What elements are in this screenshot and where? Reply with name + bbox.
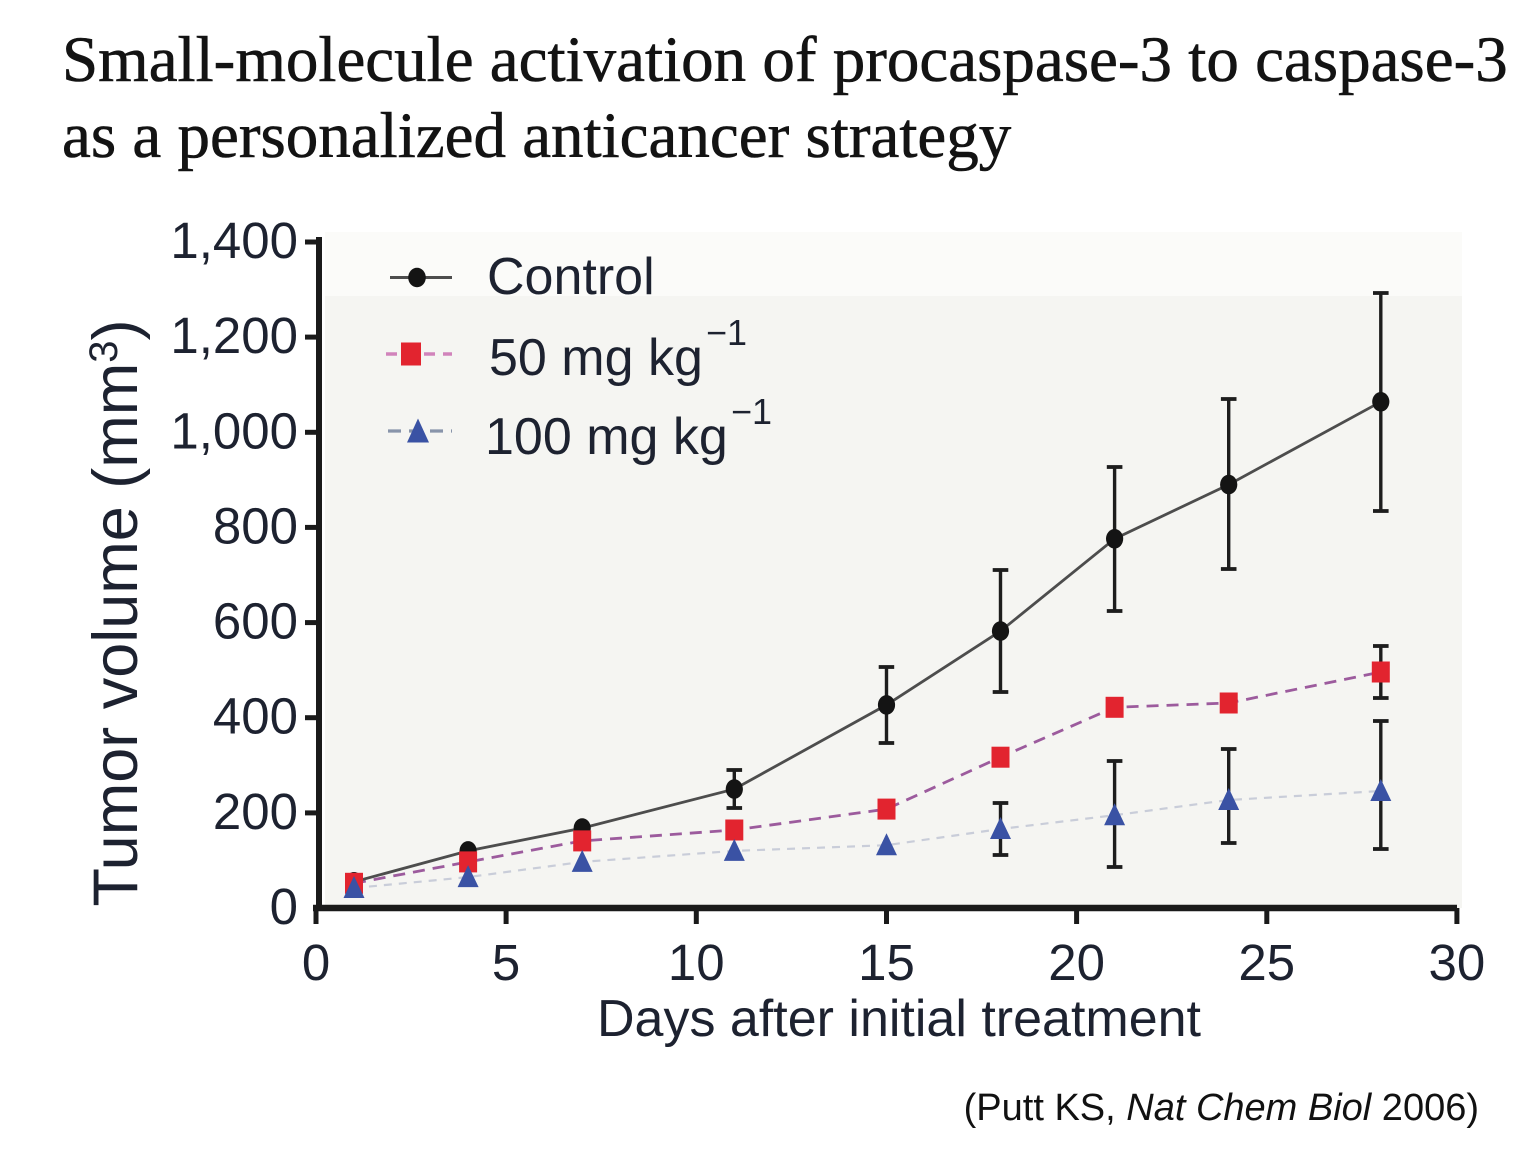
svg-text:Tumor volume (mm3): Tumor volume (mm3) [81, 320, 151, 907]
svg-text:600: 600 [213, 593, 298, 650]
svg-text:800: 800 [213, 497, 298, 554]
svg-text:20: 20 [1048, 934, 1105, 991]
svg-text:Days after initial treatment: Days after initial treatment [597, 990, 1202, 1048]
svg-text:400: 400 [213, 688, 298, 745]
svg-text:Small-molecule activation of p: Small-molecule activation of procaspase-… [62, 24, 1508, 96]
svg-text:25: 25 [1238, 934, 1295, 991]
svg-text:30: 30 [1429, 934, 1486, 991]
svg-text:10: 10 [668, 934, 725, 991]
svg-text:(Putt KS, Nat Chem Biol 2006): (Putt KS, Nat Chem Biol 2006) [964, 1087, 1479, 1129]
svg-text:0: 0 [302, 934, 330, 991]
svg-text:as a personalized anticancer s: as a personalized anticancer strategy [62, 100, 1012, 172]
svg-text:Control: Control [487, 248, 655, 306]
svg-text:1,400: 1,400 [170, 212, 298, 269]
svg-text:15: 15 [858, 934, 915, 991]
svg-text:1,000: 1,000 [170, 402, 298, 459]
svg-text:0: 0 [270, 878, 298, 935]
svg-text:100 mg kg: 100 mg kg [485, 408, 728, 466]
svg-text:1,200: 1,200 [170, 307, 298, 364]
svg-text:200: 200 [213, 783, 298, 840]
svg-text:−1: −1 [731, 391, 772, 432]
svg-text:50 mg kg: 50 mg kg [489, 329, 703, 387]
svg-text:5: 5 [492, 934, 520, 991]
svg-text:−1: −1 [706, 312, 747, 353]
